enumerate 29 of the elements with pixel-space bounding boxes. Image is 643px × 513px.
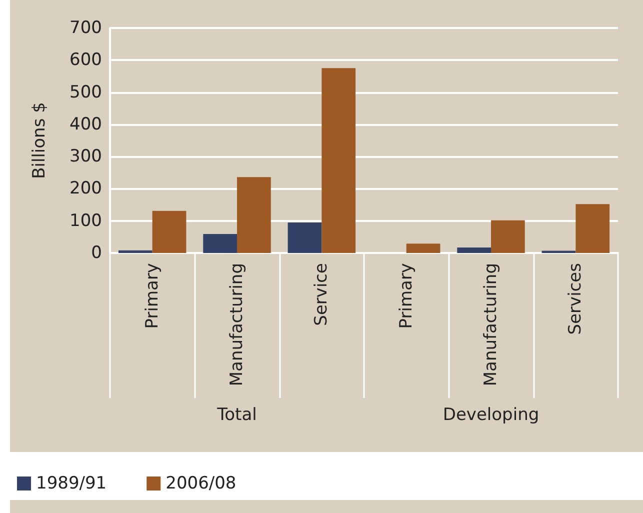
x-tick-label: Primary	[396, 263, 416, 329]
y-tick-label: 500	[70, 82, 102, 102]
text: Developing	[442, 405, 540, 425]
y-axis-title: Billions $	[30, 102, 50, 179]
bar	[491, 220, 525, 253]
bar	[576, 204, 610, 253]
bar	[203, 234, 237, 253]
legend-label: 2006/08	[166, 474, 236, 494]
bar	[152, 210, 186, 253]
x-tick-label: Manufacturing	[481, 263, 501, 386]
x-tick-label: Services	[566, 262, 586, 335]
y-tick-label: 300	[70, 146, 102, 167]
bar	[118, 250, 152, 253]
bar	[457, 248, 491, 253]
y-tick-label: 400	[70, 114, 102, 134]
y-tick-label: 600	[70, 50, 102, 70]
text: Total	[216, 405, 257, 425]
bar	[237, 177, 271, 253]
y-tick-label: 200	[70, 178, 102, 199]
y-tick-label: 700	[70, 18, 102, 38]
legend-label: 1989/91	[36, 474, 107, 494]
y-tick-label: 100	[70, 210, 102, 231]
bar	[288, 222, 322, 253]
x-tick-label: Service	[312, 263, 332, 326]
bar	[322, 68, 356, 253]
x-tick-label: Primary	[142, 263, 162, 329]
y-tick-label: 0	[91, 243, 102, 263]
bar	[406, 244, 440, 253]
x-tick-label: Manufacturing	[227, 263, 247, 386]
